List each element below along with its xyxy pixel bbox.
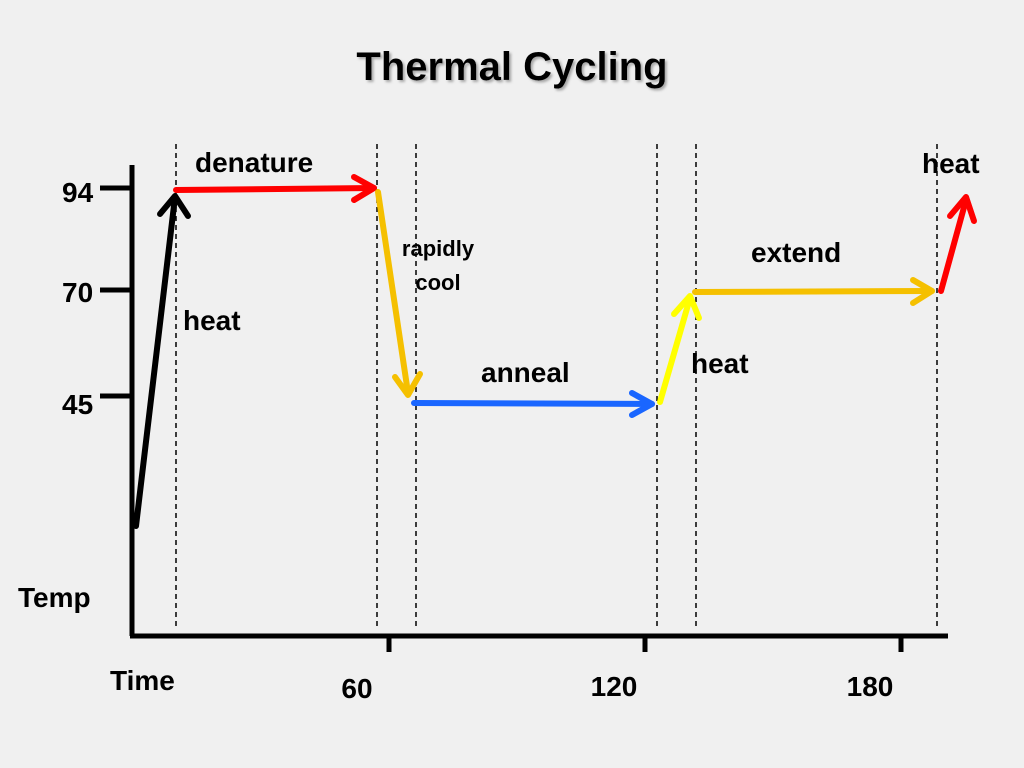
x-axis-title: Time: [110, 665, 175, 696]
heat-arrow-3: [938, 194, 977, 294]
x-tick-label-60: 60: [341, 673, 372, 704]
x-tick-label-180: 180: [847, 671, 894, 702]
y-tick-label-45: 45: [62, 389, 93, 420]
step-label-denature: denature: [195, 147, 313, 178]
step-label-heat-3: heat: [922, 148, 980, 179]
axes: [100, 165, 948, 652]
anneal-arrow: [411, 390, 655, 418]
phase-dividers: [175, 144, 938, 630]
denature-arrow: [173, 174, 377, 203]
y-tick-label-94: 94: [62, 177, 94, 208]
step-label-anneal: anneal: [481, 357, 570, 388]
step-arrows: [133, 174, 977, 529]
rapidly-cool-arrow: [375, 189, 423, 398]
heat-arrow: [133, 193, 191, 529]
y-axis-title: Temp: [18, 582, 91, 613]
x-tick-label-120: 120: [591, 671, 638, 702]
heat-arrow-2: [657, 293, 702, 405]
step-label-cool: cool: [415, 270, 460, 295]
diagram-title: Thermal Cycling: [356, 45, 667, 89]
step-label-extend: extend: [751, 237, 841, 268]
extend-arrow: [692, 277, 935, 306]
step-label-rapidly: rapidly: [402, 236, 475, 261]
step-label-heat: heat: [183, 305, 241, 336]
step-label-heat-2: heat: [691, 348, 749, 379]
y-tick-label-70: 70: [62, 277, 93, 308]
